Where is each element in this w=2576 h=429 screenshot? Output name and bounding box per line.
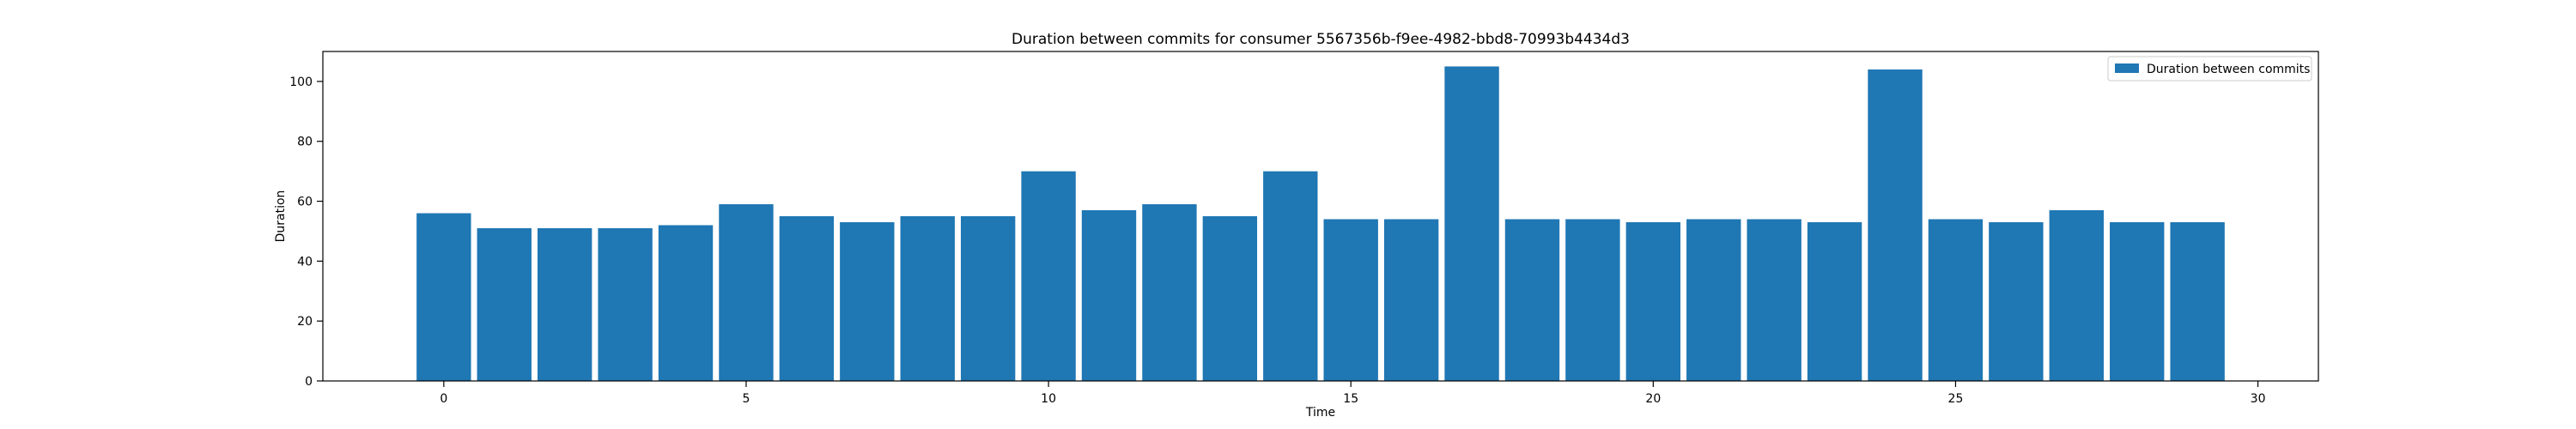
bar-15 [1323,219,1378,381]
y-tick-label: 0 [305,375,313,389]
bar-1 [477,227,532,381]
x-axis-label: Time [1305,406,1335,420]
y-tick-label: 60 [297,196,313,209]
bar-9 [960,216,1016,381]
bar-2 [538,227,592,381]
bar-11 [1081,210,1137,381]
bar-20 [1625,221,1681,381]
bar-4 [658,225,714,381]
legend-swatch [2115,63,2139,73]
y-tick-label: 20 [297,315,313,329]
x-tick-label: 20 [1645,392,1661,406]
x-tick-label: 10 [1041,392,1056,406]
x-axis-ticks: 0 5 10 15 20 25 30 [440,381,2265,406]
y-tick-label: 100 [289,76,313,89]
bar-16 [1383,219,1439,381]
bar-27 [2049,210,2104,381]
plot-frame [322,51,2319,382]
bar-17 [1444,66,1499,381]
x-tick-label: 30 [2251,392,2266,406]
y-tick-label: 80 [297,136,313,149]
bar-13 [1202,216,1258,381]
bar-24 [1868,69,1923,381]
x-tick-label: 15 [1343,392,1358,406]
x-tick-label: 5 [743,392,750,406]
legend-label: Duration between commits [2147,63,2310,76]
bar-26 [1989,221,2044,381]
bar-6 [779,216,835,381]
chart-title: Duration between commits for consumer 55… [1012,31,1630,48]
bar-0 [416,213,471,381]
bar-12 [1142,204,1197,381]
legend: Duration between commits [2107,56,2312,82]
bars-group [416,66,2225,381]
x-tick-label: 0 [440,392,447,406]
y-axis-ticks: 0 20 40 60 80 100 [289,76,323,389]
bar-10 [1021,171,1076,381]
bar-18 [1504,219,1560,381]
bar-21 [1686,219,1741,381]
bar-28 [2110,221,2165,381]
bar-22 [1747,219,1801,381]
x-tick-label: 25 [1948,392,1964,406]
bar-7 [840,221,895,381]
y-tick-label: 40 [297,255,313,269]
bar-5 [719,204,774,381]
legend-box [2107,56,2312,82]
bar-3 [598,227,653,381]
bar-25 [1928,219,1984,381]
bar-8 [900,216,955,381]
bar-29 [2170,221,2225,381]
bar-23 [1807,221,1862,381]
bar-19 [1565,219,1620,381]
y-axis-label: Duration [274,190,288,243]
bar-14 [1263,171,1318,381]
